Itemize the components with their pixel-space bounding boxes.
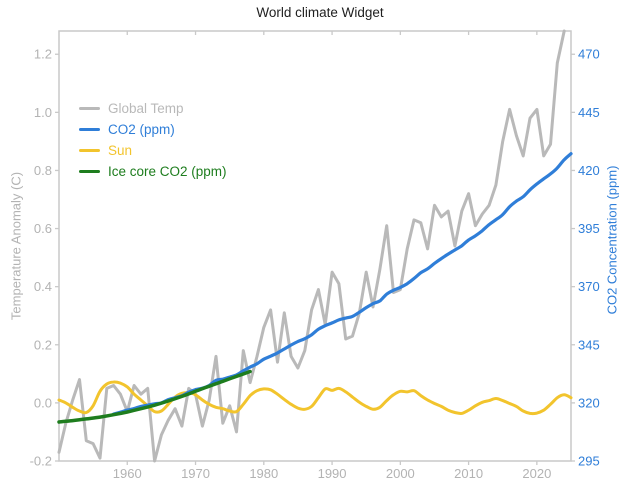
plot-border	[58, 30, 572, 462]
x-tick-label: 1970	[181, 466, 210, 480]
legend-label-ice-core-co2: Ice core CO2 (ppm)	[108, 163, 227, 179]
right-tick-label: 370	[578, 279, 600, 294]
left-axis-title: Temperature Anomaly (C)	[8, 171, 24, 321]
legend-item-global-temp[interactable]: Global Temp	[79, 98, 227, 119]
legend-item-co2[interactable]: CO2 (ppm)	[79, 119, 227, 140]
right-axis-title: CO2 Concentration (ppm)	[604, 165, 620, 315]
legend: Global Temp CO2 (ppm) Sun Ice core CO2 (…	[79, 98, 227, 182]
left-tick-label: 0.0	[34, 395, 52, 410]
global-temp-line-swatch-icon	[79, 106, 100, 111]
legend-label-global-temp: Global Temp	[108, 100, 184, 116]
x-tick-label: 1990	[318, 466, 347, 480]
right-tick-label: 445	[578, 105, 600, 120]
legend-item-ice-core-co2[interactable]: Ice core CO2 (ppm)	[79, 161, 227, 182]
series-ice-core-co2-ppm-line	[57, 369, 252, 424]
legend-item-sun[interactable]: Sun	[79, 140, 227, 161]
left-tick-label: 1.0	[34, 105, 52, 120]
co2-line-swatch-icon	[79, 127, 100, 132]
legend-label-co2: CO2 (ppm)	[108, 121, 175, 137]
left-tick-label: 1.2	[34, 47, 52, 62]
x-tick-label: 1960	[113, 466, 142, 480]
left-tick-label: 0.8	[34, 163, 52, 178]
left-tick-label: 0.4	[34, 279, 52, 294]
right-tick-label: 345	[578, 337, 600, 352]
right-tick-label: 295	[578, 454, 600, 469]
right-tick-label: 420	[578, 163, 600, 178]
x-tick-label: 2000	[386, 466, 415, 480]
right-tick-label: 395	[578, 221, 600, 236]
left-tick-label: 0.6	[34, 221, 52, 236]
chart-title: World climate Widget	[256, 5, 384, 20]
series-co2-ppm-line	[112, 152, 573, 416]
x-tick-label: 2020	[522, 466, 551, 480]
x-tick-label: 2010	[454, 466, 483, 480]
series-sun-line	[57, 380, 573, 416]
series-global-temp-line	[57, 29, 566, 463]
sun-line-swatch-icon	[79, 148, 100, 153]
ice-core-co2-line-swatch-icon	[79, 169, 100, 174]
x-tick-label: 1980	[249, 466, 278, 480]
right-tick-label: 320	[578, 395, 600, 410]
left-tick-label: 0.2	[34, 337, 52, 352]
right-tick-label: 470	[578, 47, 600, 62]
legend-label-sun: Sun	[108, 142, 133, 158]
left-tick-label: -0.2	[30, 454, 52, 469]
